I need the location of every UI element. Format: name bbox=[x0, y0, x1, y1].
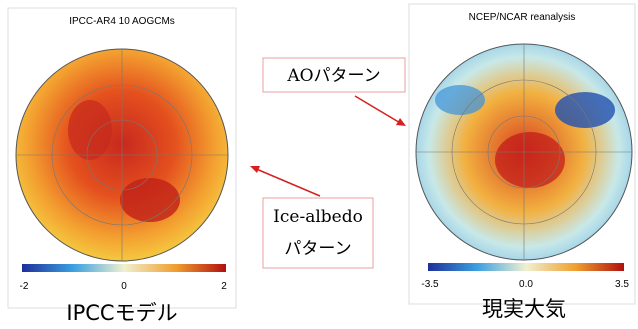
colorbar-tick: 2 bbox=[221, 281, 227, 292]
colorbar bbox=[428, 263, 624, 271]
callout-text: Ice-albedo bbox=[273, 207, 363, 227]
figure: IPCC-AR4 10 AOGCMs -2 0 2 IPCCモデル NCEP/N… bbox=[0, 0, 638, 329]
map-patch bbox=[120, 178, 180, 222]
panel-caption: IPCCモデル bbox=[66, 301, 177, 325]
arrow bbox=[254, 168, 320, 196]
colorbar-tick: 0 bbox=[121, 281, 127, 292]
colorbar bbox=[22, 264, 226, 272]
colorbar-tick: -3.5 bbox=[421, 279, 439, 290]
map-patch bbox=[68, 100, 112, 160]
colorbar-tick: 3.5 bbox=[615, 279, 629, 290]
arrowhead bbox=[250, 166, 260, 173]
arrow bbox=[355, 96, 402, 124]
map-patch bbox=[435, 85, 485, 115]
panel-title: NCEP/NCAR reanalysis bbox=[469, 12, 576, 23]
colorbar-tick: 0.0 bbox=[519, 279, 533, 290]
panel-title: IPCC-AR4 10 AOGCMs bbox=[69, 16, 175, 27]
map-patch bbox=[555, 92, 615, 128]
map-patch bbox=[495, 132, 565, 188]
callout-text: AOパターン bbox=[286, 66, 380, 86]
panel-caption: 現実大気 bbox=[482, 297, 566, 321]
colorbar-tick: -2 bbox=[20, 281, 29, 292]
callout-text: パターン bbox=[284, 239, 351, 259]
